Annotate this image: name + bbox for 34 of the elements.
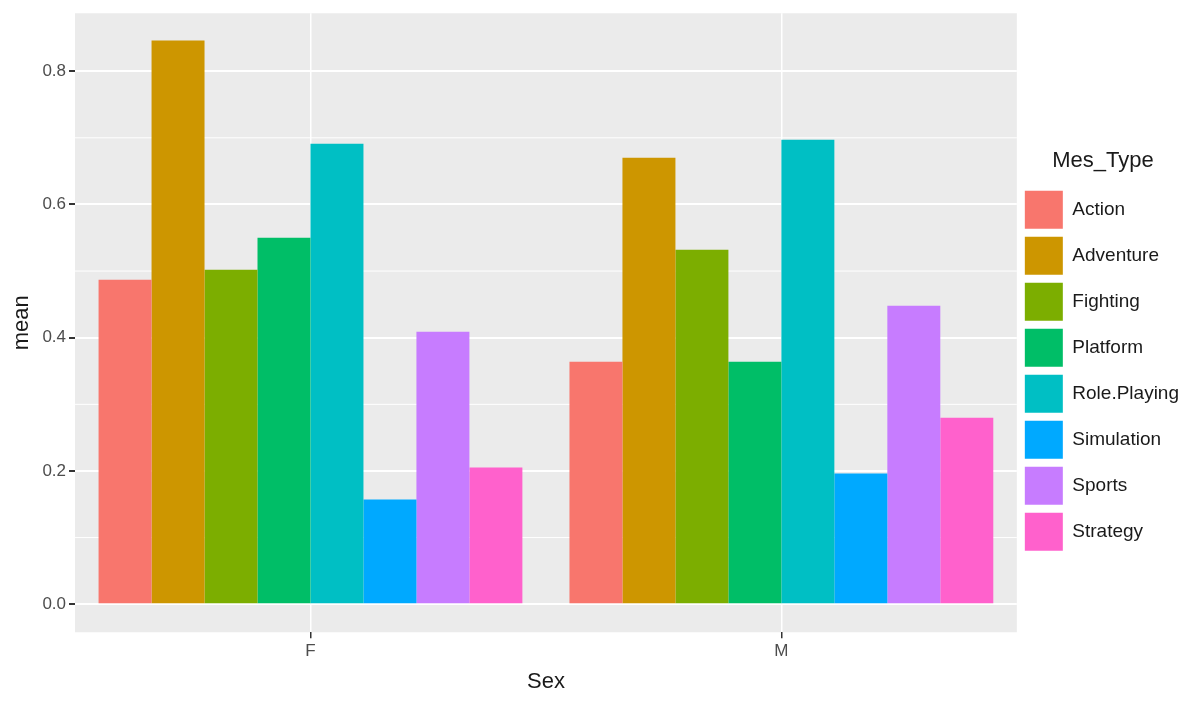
legend-label: Adventure [1072, 243, 1159, 265]
legend-label: Role.Playing [1072, 381, 1179, 403]
bar [569, 361, 623, 604]
bar [204, 269, 258, 604]
legend-label: Simulation [1072, 427, 1162, 449]
legend-label: Strategy [1072, 519, 1144, 541]
bar [98, 279, 152, 604]
y-axis-title: mean [8, 295, 34, 351]
legend-label: Platform [1072, 335, 1144, 357]
bar [416, 331, 470, 604]
bar [781, 139, 835, 604]
bar [363, 499, 417, 604]
y-tick-label: 0.0 [42, 593, 67, 613]
bar [469, 467, 523, 604]
bar [151, 40, 205, 604]
y-tick-label: 0.2 [42, 460, 67, 480]
y-tick-label: 0.4 [42, 327, 67, 347]
bar [310, 143, 364, 604]
bar [257, 237, 311, 604]
bar [675, 249, 729, 604]
y-tick-label: 0.6 [42, 194, 67, 214]
x-axis-title: Sex [526, 667, 565, 693]
legend-label: Action [1072, 197, 1126, 219]
legend-label: Sports [1072, 473, 1128, 495]
legend-title: Mes_Type [1052, 147, 1154, 173]
bar [887, 305, 941, 604]
bar [622, 157, 676, 604]
x-tick-label: F [305, 641, 316, 661]
x-tick-label: M [774, 641, 789, 661]
legend-label: Fighting [1072, 289, 1140, 311]
bar [834, 473, 888, 604]
bar [940, 417, 994, 604]
bar [728, 361, 782, 604]
y-tick-label: 0.8 [42, 60, 67, 80]
